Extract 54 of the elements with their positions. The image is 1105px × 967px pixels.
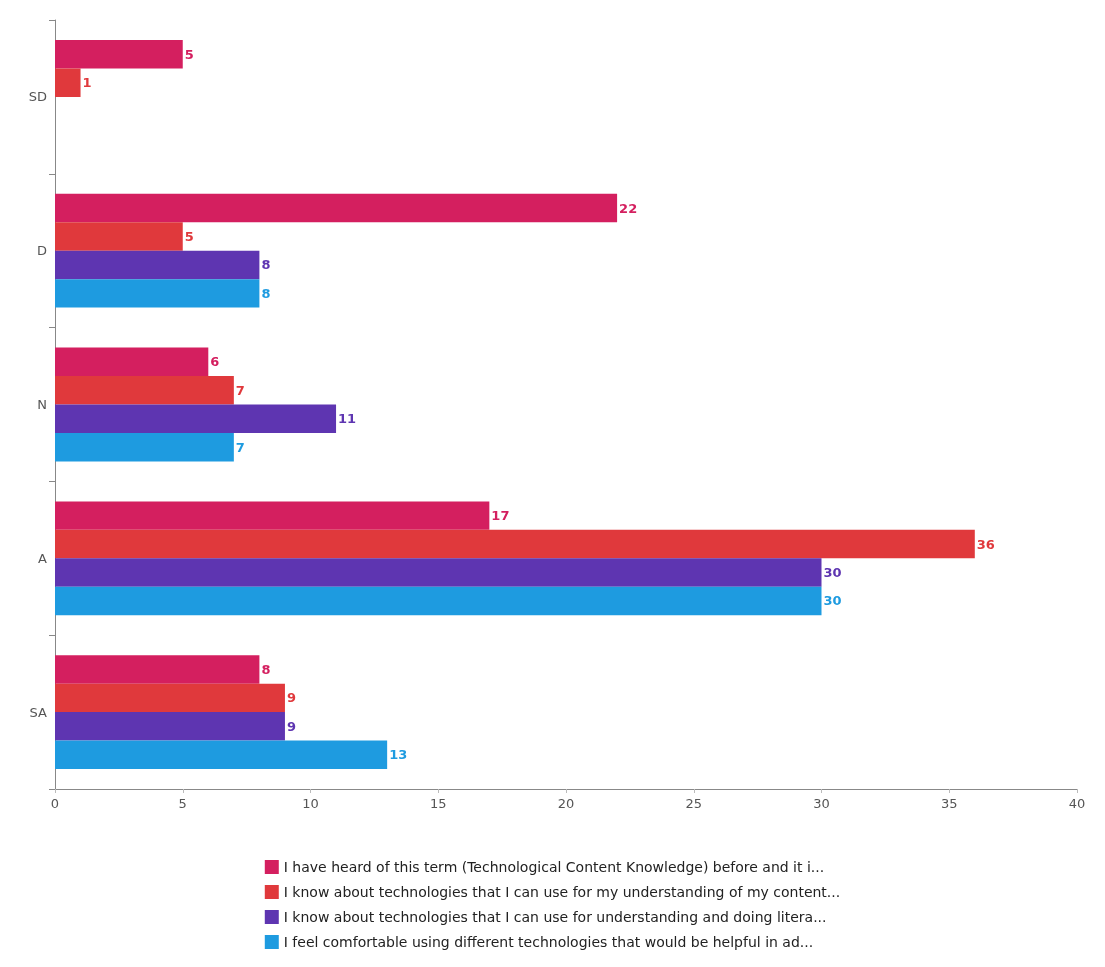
bar	[55, 250, 260, 280]
bar	[55, 683, 285, 713]
legend-label: I feel comfortable using different technologies that would be helpful in ad...	[283, 934, 814, 950]
bar	[55, 39, 183, 69]
x-tick-label: 20	[557, 796, 575, 811]
x-tick-label: 10	[302, 796, 319, 811]
bar	[55, 376, 234, 405]
y-tick-label: N	[37, 397, 47, 412]
x-tick-label: 35	[940, 796, 958, 811]
legend-label: I know about technologies that I can use for my understanding of my content...	[283, 884, 841, 900]
bar	[55, 712, 285, 741]
y-tick-label: SA	[29, 704, 48, 720]
data-label: 8	[261, 257, 271, 273]
bar	[55, 655, 260, 684]
x-tick-label: 0	[50, 796, 60, 811]
x-tick-label: 40	[1068, 796, 1086, 811]
data-label: 9	[286, 690, 296, 706]
x-tick-label: 5	[178, 796, 187, 811]
x-tick-label: 15	[429, 796, 447, 811]
data-label: 5	[184, 228, 194, 244]
data-label: 13	[389, 747, 408, 763]
x-tick-label: 30	[813, 796, 830, 811]
data-label: 17	[491, 508, 510, 524]
data-label: 9	[286, 718, 296, 734]
data-label: 30	[823, 565, 842, 581]
y-tick-label: D	[36, 243, 47, 259]
bar	[55, 586, 822, 616]
data-label: 11	[338, 411, 357, 427]
bar	[55, 222, 183, 251]
bar	[55, 193, 618, 223]
bar	[55, 279, 260, 308]
y-tick-label: A	[38, 550, 48, 566]
data-label: 36	[976, 536, 995, 552]
bar	[55, 558, 822, 587]
bar	[55, 404, 337, 433]
data-label: 5	[184, 46, 194, 62]
bar	[55, 740, 388, 770]
data-label: 8	[261, 661, 271, 677]
data-label: 6	[210, 354, 220, 370]
y-tick-label: SD	[28, 89, 47, 105]
bar	[55, 68, 81, 97]
data-label: 8	[261, 285, 271, 301]
bar	[55, 347, 209, 377]
legend-label: I have heard of this term (Technological Content Knowledge) before and it i...	[283, 859, 825, 875]
data-label: 22	[619, 200, 638, 216]
data-label: 1	[82, 75, 92, 91]
bar	[55, 529, 975, 559]
bar	[55, 432, 234, 462]
x-tick-label: 25	[685, 796, 703, 811]
bar	[55, 501, 490, 530]
data-label: 7	[235, 382, 245, 398]
data-label: 30	[823, 593, 842, 609]
legend-label: I know about technologies that I can use for understanding and doing litera...	[283, 909, 827, 925]
data-label: 7	[235, 439, 245, 455]
